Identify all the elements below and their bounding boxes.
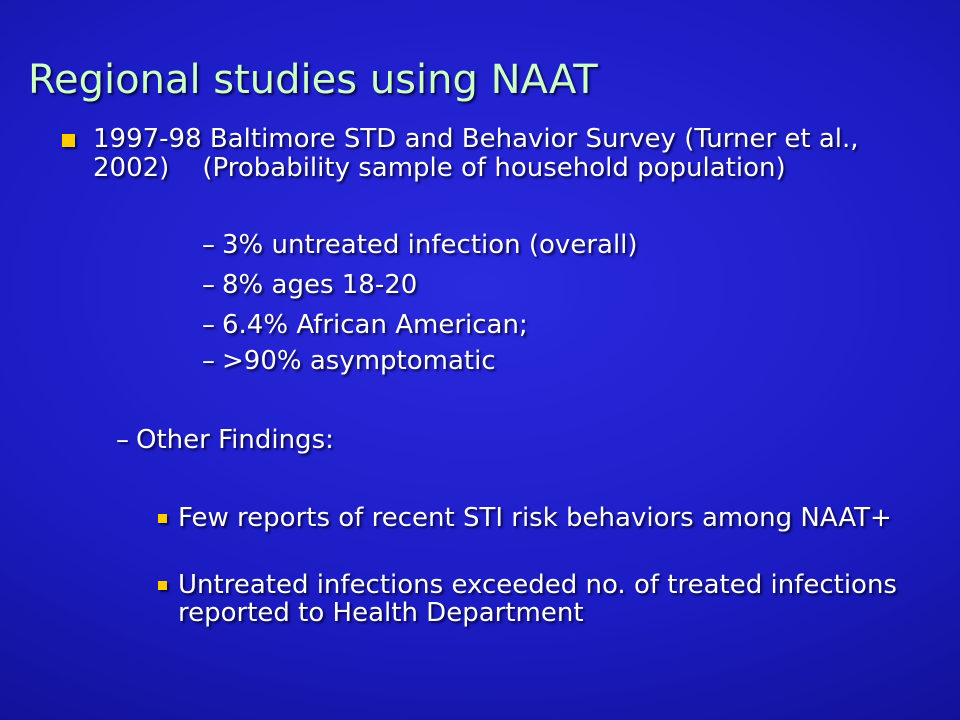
main-bullet-item: 1997-98 Baltimore STD and Behavior Surve… (62, 125, 922, 183)
slide-title: Regional studies using NAAT (28, 57, 598, 103)
dash-bullet: – (202, 346, 215, 376)
dash-bullet: – (202, 270, 215, 300)
dash-bullet: – (202, 310, 215, 340)
finding-text: 8% ages 18-20 (222, 270, 418, 300)
finding-item: –8% ages 18-20 (202, 269, 417, 301)
main-bullet-text: 1997-98 Baltimore STD and Behavior Surve… (93, 124, 859, 183)
square-bullet-icon (158, 514, 167, 523)
other-finding-text: Few reports of recent STI risk behaviors… (178, 503, 892, 533)
other-finding-text: Untreated infections exceeded no. of tre… (178, 570, 897, 628)
other-findings-label: Other Findings: (136, 425, 334, 455)
other-findings-heading: – Other Findings: (116, 424, 334, 456)
finding-text: 6.4% African American; (222, 310, 528, 340)
finding-item: –6.4% African American; (202, 309, 528, 341)
other-finding-item: Few reports of recent STI risk behaviors… (158, 504, 898, 532)
finding-item: – >90% asymptomatic (202, 345, 496, 377)
finding-item: –3% untreated infection (overall) (202, 229, 638, 261)
other-finding-item: Untreated infections exceeded no. of tre… (158, 571, 898, 627)
dash-bullet: – (116, 425, 129, 455)
dash-bullet: – (202, 230, 215, 260)
finding-text: 3% untreated infection (overall) (222, 230, 638, 260)
finding-text: >90% asymptomatic (222, 346, 496, 376)
square-bullet-icon (62, 134, 75, 147)
square-bullet-icon (158, 581, 167, 590)
